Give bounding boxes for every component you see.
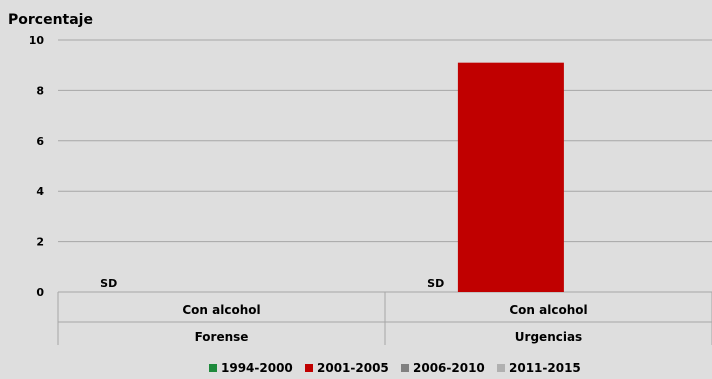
y-axis-title: Porcentaje <box>8 12 93 28</box>
bars <box>457 62 564 293</box>
legend: 1994-2000 2001-2005 2006-2010 2011-2015 <box>209 361 581 375</box>
group-label-0: Forense <box>195 330 249 344</box>
legend-swatch-0 <box>209 364 217 372</box>
legend-label-2: 2006-2010 <box>413 361 485 375</box>
group-label-1: Urgencias <box>515 330 582 344</box>
y-tick-label-5: 10 <box>29 34 45 47</box>
legend-swatch-2 <box>401 364 409 372</box>
y-tick-label-0: 0 <box>36 286 44 299</box>
gridlines <box>57 39 712 345</box>
category-label-0-0: Con alcohol <box>182 303 260 317</box>
legend-label-3: 2011-2015 <box>509 361 581 375</box>
y-tick-label-1: 2 <box>36 236 44 249</box>
legend-swatch-1 <box>305 364 313 372</box>
x-axis-categories: Con alcohol Forense Con alcohol Urgencias <box>182 303 587 344</box>
data-label-0-0: SD <box>100 277 117 290</box>
legend-label-1: 2001-2005 <box>317 361 389 375</box>
data-labels: SD SD <box>100 277 444 290</box>
bar-1-1 <box>457 62 564 293</box>
category-label-1-0: Con alcohol <box>509 303 587 317</box>
y-axis-ticks: 0 2 4 6 8 10 <box>29 34 45 299</box>
legend-swatch-3 <box>497 364 505 372</box>
data-label-1-0: SD <box>427 277 444 290</box>
y-tick-label-2: 4 <box>36 185 44 198</box>
legend-label-0: 1994-2000 <box>221 361 293 375</box>
y-tick-label-4: 8 <box>36 84 44 97</box>
y-tick-label-3: 6 <box>36 135 44 148</box>
